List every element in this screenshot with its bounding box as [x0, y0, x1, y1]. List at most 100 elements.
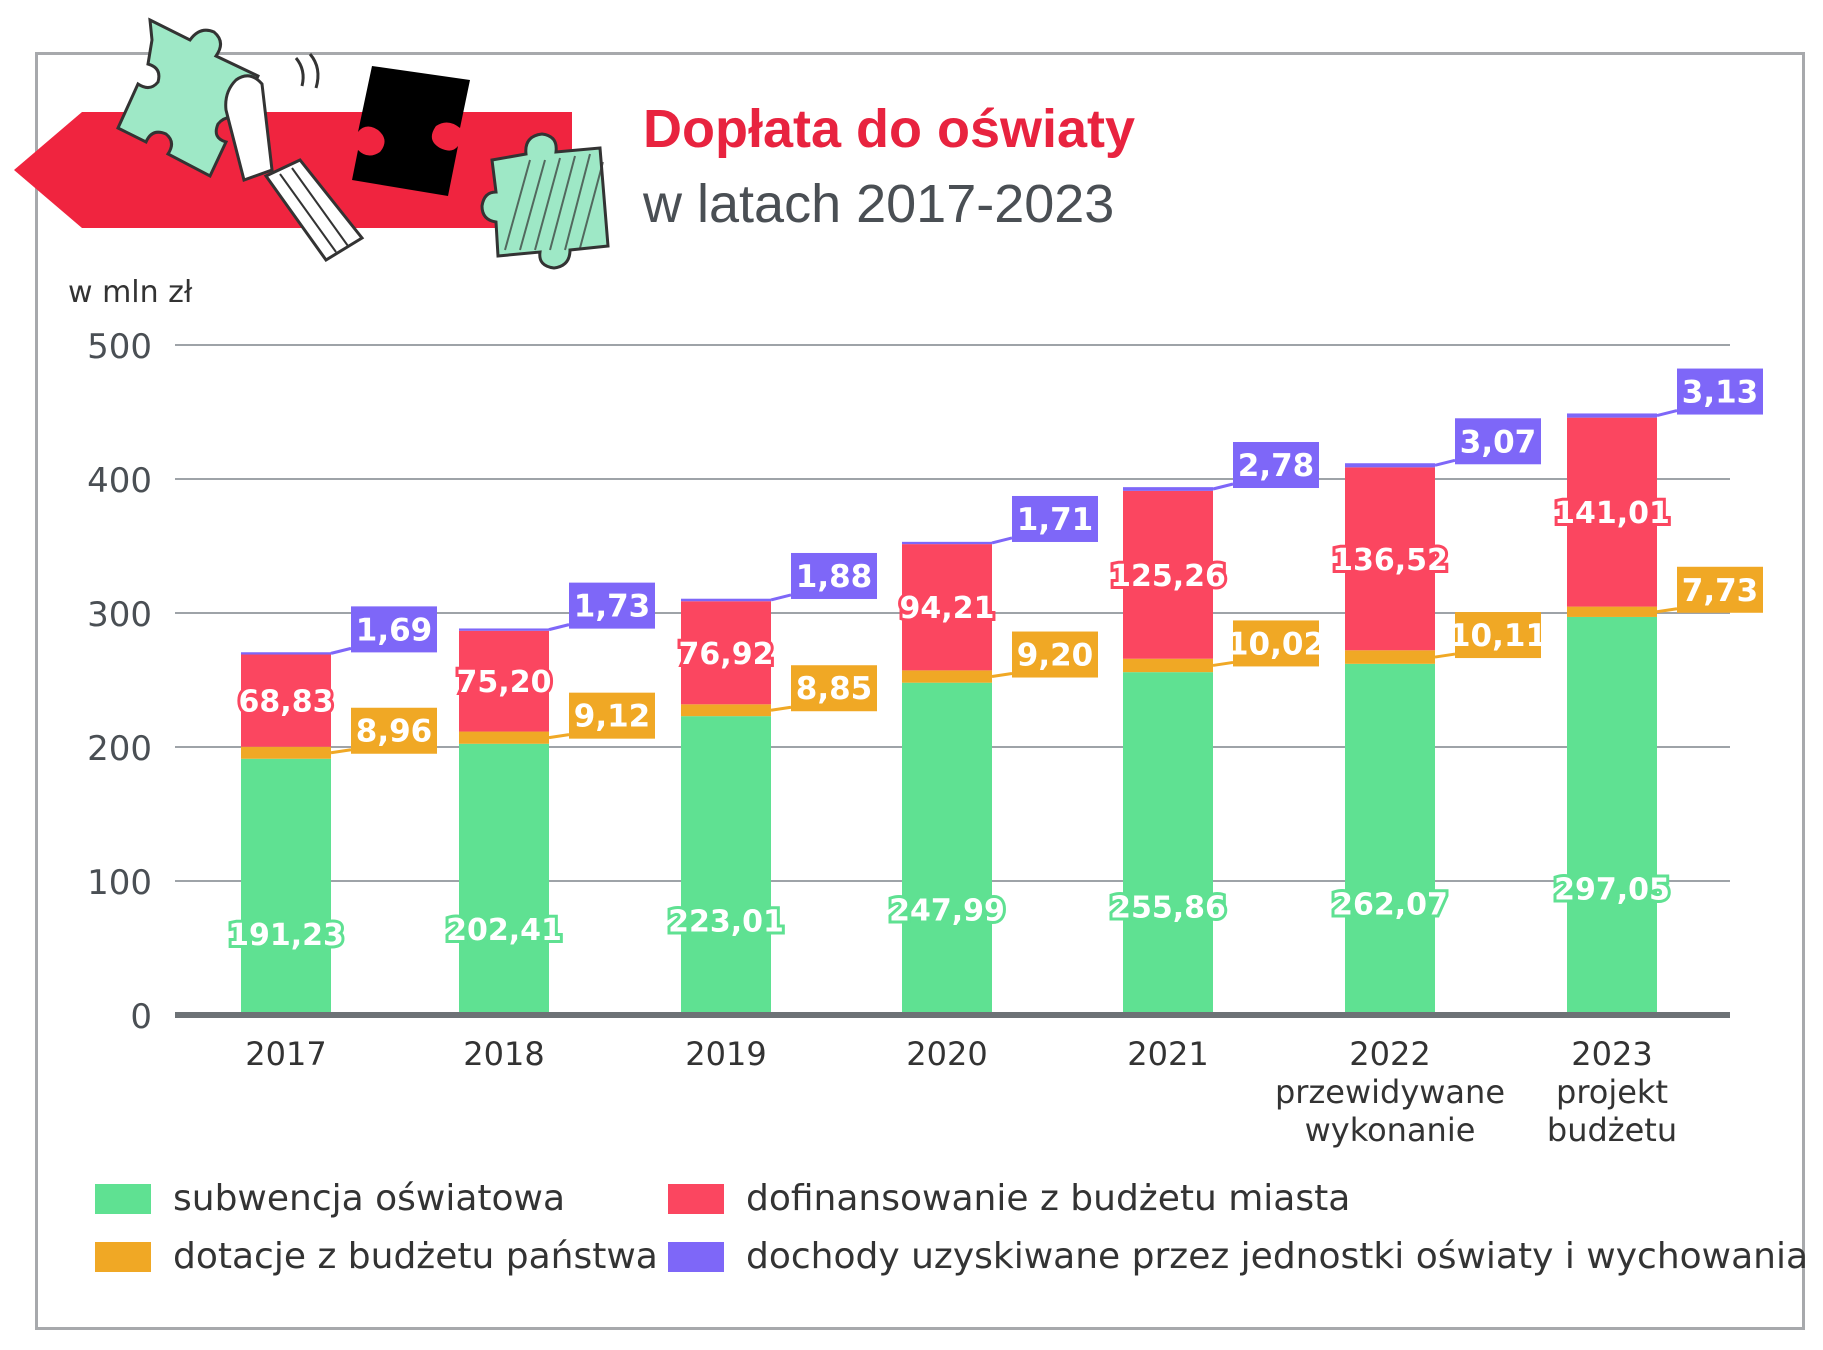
data-label-subwencja: 297,05: [1554, 873, 1670, 908]
callout-box-dotacje: [351, 707, 437, 754]
data-label-dotacje: 7,73: [1682, 573, 1759, 609]
y-axis-label: w mln zł: [68, 275, 193, 310]
legend-label: dotacje z budżetu państwa: [173, 1236, 658, 1277]
data-label-subwencja: 255,86: [1110, 890, 1226, 925]
callout-box-dochody: [791, 552, 877, 599]
callout-line-dotacje: [991, 672, 1013, 679]
callout-box-dochody: [1233, 442, 1319, 489]
puzzle-piece-icon: [480, 132, 610, 270]
bar-segment-dotacje: [241, 746, 331, 759]
y-tick-label: 300: [87, 595, 152, 635]
bar-segment-dochody: [902, 541, 992, 545]
callout-line-dotacje: [1656, 607, 1678, 614]
bar-segment-dochody: [1345, 463, 1435, 468]
bar-segment-dofinansowanie: [1123, 490, 1213, 659]
data-label-dofinansowanie: 136,52: [1332, 543, 1448, 578]
legend-item-dotacje: dotacje z budżetu państwa: [95, 1236, 658, 1277]
data-label-dotacje: 9,20: [1017, 638, 1094, 674]
bar-segment-subwencja: [1567, 616, 1657, 1015]
bar-segment-dotacje: [1123, 658, 1213, 673]
callout-box-dochody: [1677, 368, 1763, 415]
bar-segment-dofinansowanie: [241, 654, 331, 747]
data-label-subwencja: 202,41: [446, 913, 562, 948]
data-label-dochody: 2,78: [1238, 448, 1315, 484]
callout-line-dochody: [1434, 458, 1456, 467]
data-label-dotacje: 10,11: [1449, 618, 1547, 654]
legend-swatch: [95, 1241, 151, 1272]
data-label-dotacje: 8,85: [796, 671, 873, 707]
callout-line-dotacje: [770, 705, 792, 712]
data-label-dochody: 1,73: [574, 589, 651, 625]
puzzle-piece-icon: [116, 17, 260, 179]
data-label-dofinansowanie: 75,20: [457, 665, 552, 700]
x-tick-label: 2021: [1127, 1035, 1208, 1073]
data-label-subwencja: 247,99: [889, 894, 1005, 929]
bar-segment-dochody: [1123, 487, 1213, 491]
bar-segment-dochody: [1567, 413, 1657, 418]
bar-segment-subwencja: [902, 682, 992, 1015]
callout-box-dochody: [1012, 495, 1098, 542]
bar-segment-dotacje: [459, 731, 549, 744]
callout-box-dotacje: [791, 665, 877, 712]
callout-line-dochody: [770, 593, 792, 602]
data-label-dotacje: 8,96: [356, 714, 433, 750]
callout-box-dotacje: [1233, 620, 1319, 667]
bar-segment-dofinansowanie: [459, 630, 549, 732]
legend-swatch: [668, 1183, 724, 1214]
x-tick-label: 2019: [685, 1035, 766, 1073]
x-tick-label: 2018: [463, 1035, 544, 1073]
x-tick-label: budżetu: [1547, 1111, 1677, 1149]
data-label-dotacje: 9,12: [574, 699, 651, 735]
y-tick-label: 100: [87, 863, 152, 903]
bar-segment-dotacje: [1567, 606, 1657, 617]
callout-line-dotacje: [330, 748, 352, 755]
legend-item-dofinansowanie: dofinansowanie z budżetu miasta: [668, 1178, 1350, 1219]
bar-segment-dofinansowanie: [1345, 467, 1435, 651]
data-label-dochody: 3,13: [1682, 375, 1759, 411]
x-tick-label: 2022: [1349, 1035, 1430, 1073]
data-label-dofinansowanie: 94,21: [900, 591, 995, 626]
data-label-dochody: 1,88: [796, 559, 873, 595]
chart-title: Dopłata do oświaty: [643, 99, 1136, 159]
bar-segment-dofinansowanie: [681, 601, 771, 705]
bar-segment-dotacje: [681, 704, 771, 717]
bar-segment-dofinansowanie: [1567, 417, 1657, 607]
legend-item-subwencja: subwencja oświatowa: [95, 1178, 565, 1219]
y-tick-label: 400: [87, 461, 152, 501]
callout-box-dotacje: [1677, 566, 1763, 613]
callout-line-dochody: [991, 536, 1013, 545]
callout-line-dotacje: [548, 733, 570, 740]
x-tick-label: 2020: [906, 1035, 987, 1073]
chart-subtitle: w latach 2017-2023: [643, 174, 1115, 234]
x-tick-label: projekt: [1556, 1073, 1668, 1111]
bar-segment-subwencja: [1345, 663, 1435, 1015]
x-tick-label: 2023: [1571, 1035, 1652, 1073]
bar-segment-dochody: [459, 628, 549, 631]
x-tick-label: przewidywane: [1275, 1073, 1505, 1111]
legend-swatch: [95, 1183, 151, 1214]
legend-label: dochody uzyskiwane przez jednostki oświa…: [746, 1236, 1809, 1277]
legend-item-dochody: dochody uzyskiwane przez jednostki oświa…: [668, 1236, 1808, 1277]
legend-label: dofinansowanie z budżetu miasta: [746, 1178, 1351, 1219]
bar-segment-subwencja: [681, 716, 771, 1015]
legend-swatch: [668, 1241, 724, 1272]
data-label-dofinansowanie: 141,01: [1554, 496, 1670, 531]
x-tick-label: 2017: [245, 1035, 326, 1073]
hand-icon: [224, 53, 365, 263]
data-label-dochody: 3,07: [1460, 424, 1537, 460]
bar-segment-dochody: [681, 598, 771, 602]
callout-box-dotacje: [569, 692, 655, 739]
bar-segment-subwencja: [1123, 672, 1213, 1015]
callout-box-dotacje: [1455, 612, 1541, 659]
data-label-subwencja: 191,23: [228, 918, 344, 953]
data-label-dofinansowanie: 76,92: [679, 637, 774, 672]
data-label-dofinansowanie: 68,83: [239, 685, 334, 720]
bar-segment-subwencja: [241, 758, 331, 1015]
callout-line-dochody: [1656, 409, 1678, 417]
bar-segment-subwencja: [459, 743, 549, 1015]
legend-label: subwencja oświatowa: [173, 1178, 566, 1219]
y-tick-label: 0: [130, 997, 152, 1037]
bar-segment-dofinansowanie: [902, 544, 992, 671]
callout-line-dochody: [330, 646, 352, 655]
